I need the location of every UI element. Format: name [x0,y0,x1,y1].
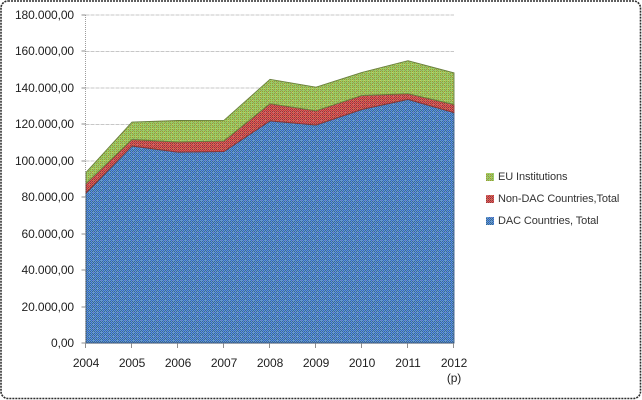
legend-swatch-red [486,195,494,203]
area-series-2 [85,60,455,185]
y-tick-label: 80.000,00 [21,190,75,205]
y-tick-label: 40.000,00 [21,263,75,278]
legend-item-non-dac: Non-DAC Countries,Total [486,188,619,210]
legend: EU Institutions Non-DAC Countries,Total … [486,166,619,232]
legend-item-eu-institutions: EU Institutions [486,166,619,188]
legend-label: Non-DAC Countries,Total [498,193,620,205]
legend-label: DAC Countries, Total [498,215,599,227]
area-series [85,60,455,344]
x-tick-label: 2009 [302,356,330,370]
y-tick-label: 20.000,00 [21,299,75,314]
x-tick-label: 2006 [164,356,192,370]
x-tick-label: 2004 [72,356,100,370]
x-tick-label: 2011 [395,356,421,370]
legend-item-dac: DAC Countries, Total [486,210,619,232]
y-tick-label: 160.000,00 [14,44,74,59]
legend-swatch-blue [486,217,494,225]
x-tick-label: 2005 [118,356,146,370]
y-tick-label: 180.000,00 [14,8,74,22]
y-tick-label: 120.000,00 [14,117,74,132]
legend-swatch-green [486,173,494,181]
x-tick-label: 2010 [348,356,376,370]
y-tick-label: 140.000,00 [14,80,74,95]
axes [81,14,454,348]
y-tick-label: 60.000,00 [21,226,75,241]
x-tick-label: 2012 (p) [431,356,477,386]
x-tick-label: 2008 [256,356,284,370]
legend-label: EU Institutions [498,171,568,183]
y-tick-label: 100.000,00 [14,153,74,168]
y-tick-label: 0,00 [51,336,74,350]
x-tick-label: 2007 [210,356,238,370]
preliminary-note: (p) [446,371,462,385]
